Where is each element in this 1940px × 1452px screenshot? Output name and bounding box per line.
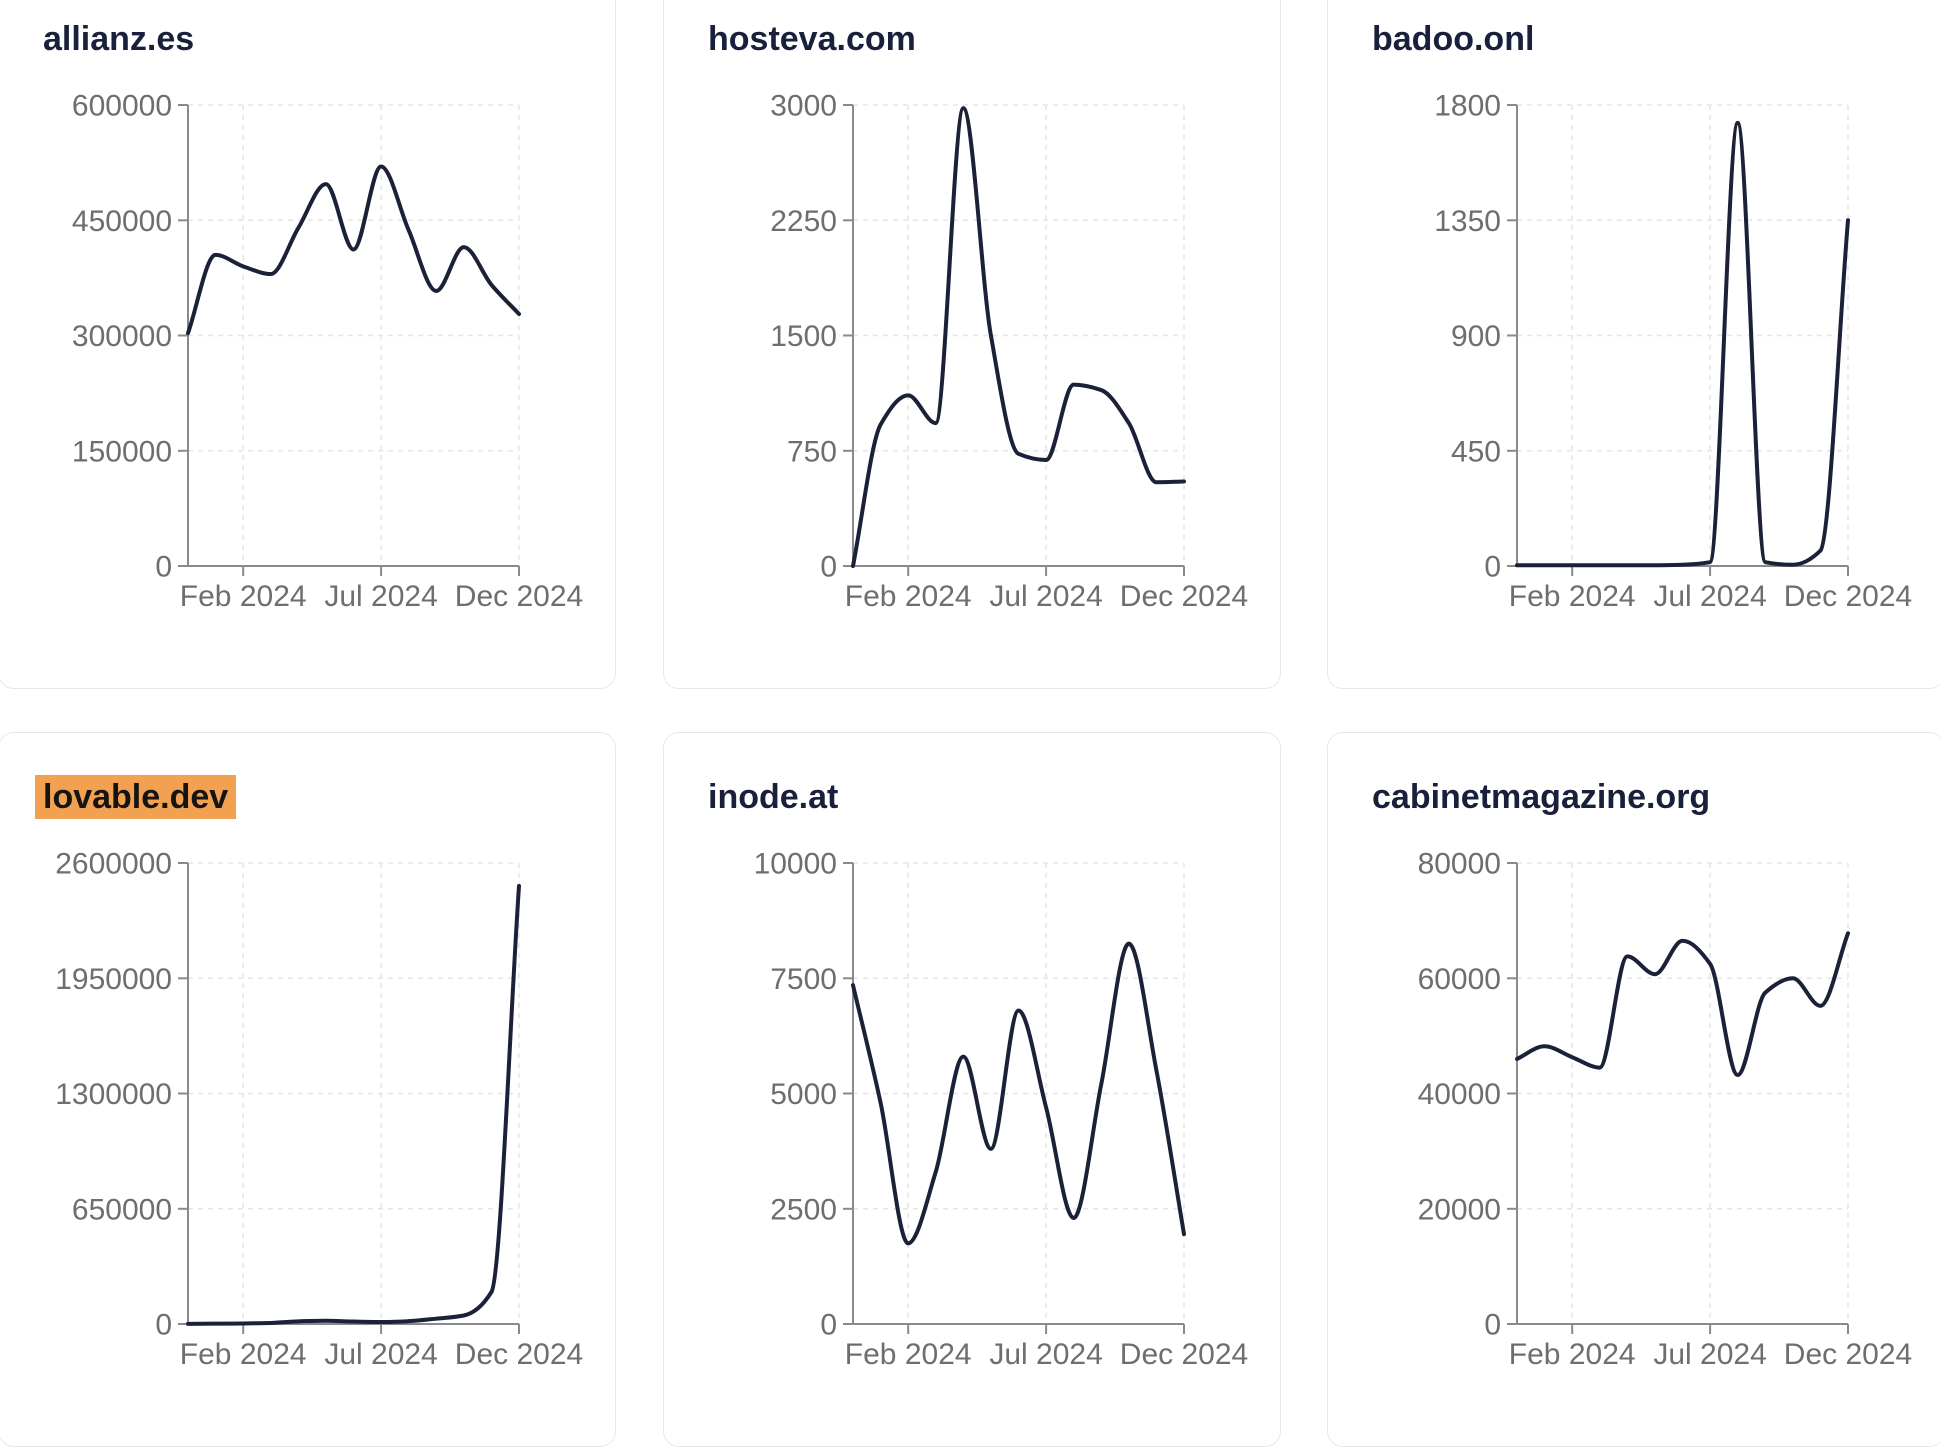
y-tick-label: 0 bbox=[1484, 1309, 1501, 1342]
y-tick-label: 0 bbox=[820, 551, 837, 584]
x-tick-label: Dec 2024 bbox=[1120, 580, 1248, 613]
axes bbox=[178, 104, 520, 576]
gridlines bbox=[853, 104, 1185, 566]
y-tick-label: 150000 bbox=[72, 435, 172, 468]
x-tick-label: Dec 2024 bbox=[455, 1338, 583, 1371]
x-tick-label: Jul 2024 bbox=[989, 1338, 1102, 1371]
x-tick-label: Feb 2024 bbox=[1509, 1338, 1636, 1371]
y-tick-label: 80000 bbox=[1418, 848, 1501, 881]
x-tick-label: Feb 2024 bbox=[180, 1338, 307, 1371]
line-chart[interactable]: 0 150000 300000 450000 600000 Feb 2024 Jul 202… bbox=[0, 60, 617, 645]
series-line bbox=[1515, 120, 1850, 568]
y-tick-label: 1500 bbox=[770, 320, 837, 353]
line-chart[interactable]: 0 750 1500 2250 3000 Feb 2024 Jul 2024 Dec 2024 bbox=[664, 60, 1282, 645]
y-tick-label: 40000 bbox=[1418, 1078, 1501, 1111]
gridlines bbox=[188, 862, 520, 1324]
axes bbox=[843, 104, 1185, 576]
series-line bbox=[186, 884, 521, 1326]
y-tick-label: 0 bbox=[1484, 551, 1501, 584]
axes bbox=[178, 862, 520, 1334]
chart-card-badoo.onl[interactable]: badoo.onl 0 450 900 1350 1800 Feb 2024 Jul 202… bbox=[1327, 0, 1940, 689]
y-tick-label: 750 bbox=[787, 435, 837, 468]
y-tick-label: 0 bbox=[155, 1309, 172, 1342]
x-tick-label: Jul 2024 bbox=[1653, 580, 1766, 613]
series-line bbox=[186, 164, 521, 336]
y-tick-label: 0 bbox=[820, 1309, 837, 1342]
y-tick-label: 20000 bbox=[1418, 1193, 1501, 1226]
y-tick-label: 0 bbox=[155, 551, 172, 584]
y-tick-label: 450 bbox=[1451, 435, 1501, 468]
gridlines bbox=[1517, 862, 1849, 1324]
chart-title: allianz.es bbox=[43, 20, 195, 58]
x-tick-label: Feb 2024 bbox=[845, 580, 972, 613]
chart-card-allianz.es[interactable]: allianz.es 0 150000 300000 450000 600000 Feb … bbox=[0, 0, 616, 689]
y-tick-label: 2500 bbox=[770, 1193, 837, 1226]
chart-card-inode.at[interactable]: inode.at 0 2500 5000 7500 10000 Feb 2024 Jul 2… bbox=[663, 732, 1281, 1447]
chart-title: inode.at bbox=[708, 778, 839, 816]
y-tick-label: 1300000 bbox=[55, 1078, 172, 1111]
x-tick-label: Feb 2024 bbox=[845, 1338, 972, 1371]
y-tick-label: 1950000 bbox=[55, 963, 172, 996]
x-tick-label: Jul 2024 bbox=[324, 1338, 437, 1371]
axes bbox=[1507, 862, 1849, 1334]
chart-card-lovable.dev[interactable]: lovable.dev 0 650000 1300000 1950000 2600000… bbox=[0, 732, 616, 1447]
y-tick-label: 2250 bbox=[770, 205, 837, 238]
x-tick-label: Jul 2024 bbox=[324, 580, 437, 613]
line-chart[interactable]: 0 450 900 1350 1800 Feb 2024 Jul 2024 Dec 2024 bbox=[1328, 60, 1940, 645]
x-tick-label: Feb 2024 bbox=[1509, 580, 1636, 613]
x-tick-label: Dec 2024 bbox=[1784, 1338, 1912, 1371]
x-tick-label: Dec 2024 bbox=[455, 580, 583, 613]
y-tick-label: 1800 bbox=[1434, 90, 1501, 123]
x-tick-label: Jul 2024 bbox=[1653, 1338, 1766, 1371]
chart-title: badoo.onl bbox=[1372, 20, 1535, 58]
gridlines bbox=[1517, 104, 1849, 566]
series-line bbox=[851, 106, 1186, 568]
line-chart[interactable]: 0 20000 40000 60000 80000 Feb 2024 Jul 2024 Dec… bbox=[1328, 818, 1940, 1403]
y-tick-label: 600000 bbox=[72, 90, 172, 123]
y-tick-label: 450000 bbox=[72, 205, 172, 238]
y-tick-label: 10000 bbox=[754, 848, 837, 881]
x-tick-label: Feb 2024 bbox=[180, 580, 307, 613]
y-tick-label: 2600000 bbox=[55, 848, 172, 881]
axes bbox=[1507, 104, 1849, 576]
y-tick-label: 5000 bbox=[770, 1078, 837, 1111]
series-line bbox=[1515, 931, 1850, 1078]
gridlines bbox=[188, 104, 520, 566]
line-chart[interactable]: 0 650000 1300000 1950000 2600000 Feb 2024 Jul … bbox=[0, 818, 617, 1403]
y-tick-label: 7500 bbox=[770, 963, 837, 996]
x-tick-label: Dec 2024 bbox=[1120, 1338, 1248, 1371]
chart-title: cabinetmagazine.org bbox=[1372, 778, 1711, 816]
y-tick-label: 1350 bbox=[1434, 205, 1501, 238]
gridlines bbox=[853, 862, 1185, 1324]
chart-title: lovable.dev bbox=[35, 775, 237, 819]
series-line bbox=[851, 941, 1186, 1246]
y-tick-label: 300000 bbox=[72, 320, 172, 353]
line-chart[interactable]: 0 2500 5000 7500 10000 Feb 2024 Jul 2024 Dec 20… bbox=[664, 818, 1282, 1403]
chart-card-hosteva.com[interactable]: hosteva.com 0 750 1500 2250 3000 Feb 2024 Jul … bbox=[663, 0, 1281, 689]
axes bbox=[843, 862, 1185, 1334]
chart-title: hosteva.com bbox=[708, 20, 916, 58]
y-tick-label: 650000 bbox=[72, 1193, 172, 1226]
chart-card-cabinetmagazine.org[interactable]: cabinetmagazine.org 0 20000 40000 60000 8000… bbox=[1327, 732, 1940, 1447]
y-tick-label: 3000 bbox=[770, 90, 837, 123]
y-tick-label: 900 bbox=[1451, 320, 1501, 353]
x-tick-label: Jul 2024 bbox=[989, 580, 1102, 613]
x-tick-label: Dec 2024 bbox=[1784, 580, 1912, 613]
y-tick-label: 60000 bbox=[1418, 963, 1501, 996]
